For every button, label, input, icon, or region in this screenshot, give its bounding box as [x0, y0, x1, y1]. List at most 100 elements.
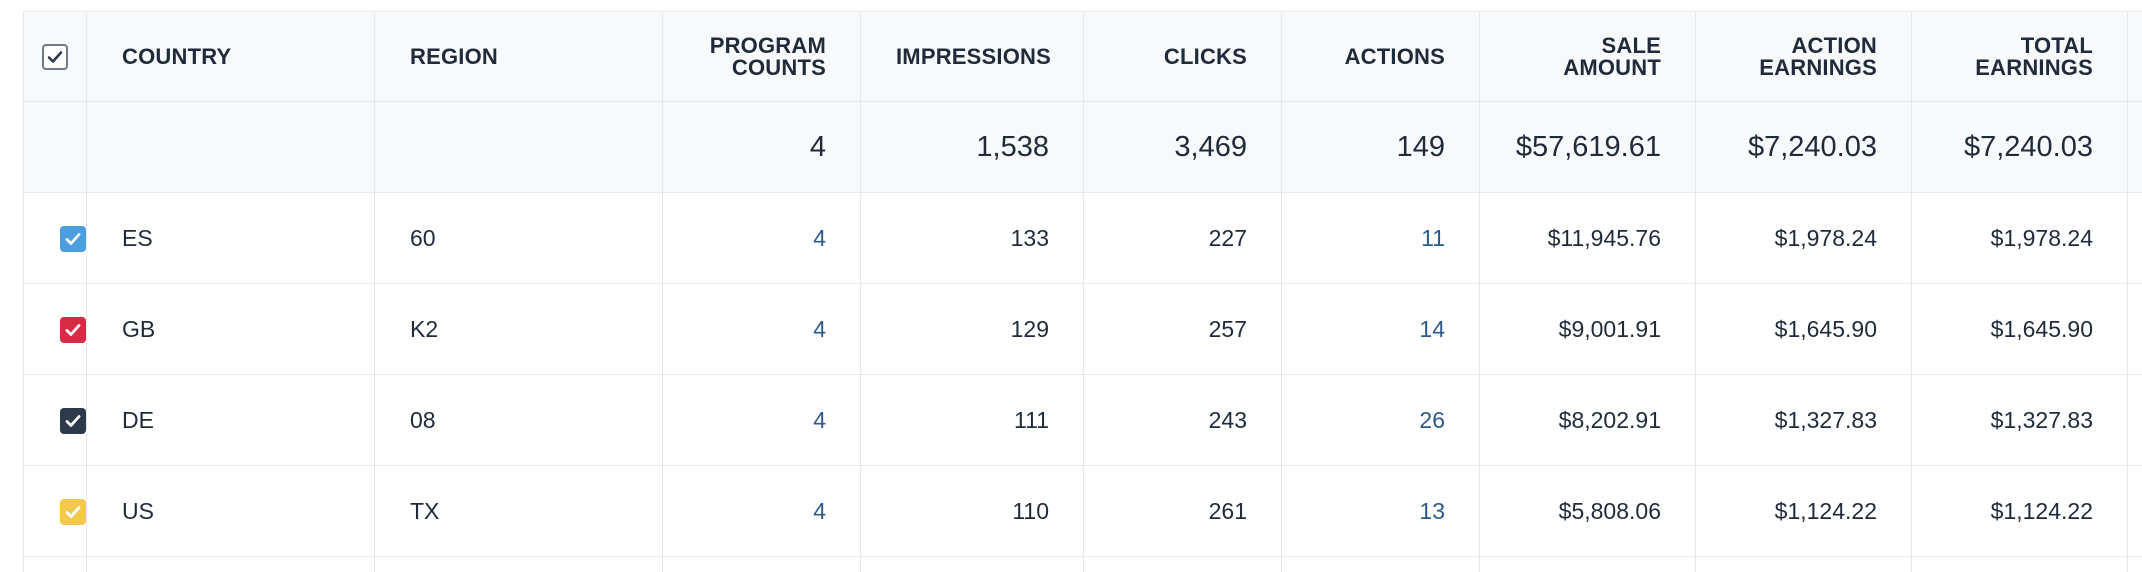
totals-overflow: [2127, 101, 2142, 193]
cell-country: GB: [86, 283, 375, 375]
cell-action-earnings: $1,124.22: [1695, 465, 1912, 557]
totals-program-counts: 4: [662, 101, 861, 193]
table-row: DE 08 4 111 243 26 $8,202.91 $1,327.83 $1,327.83: [23, 374, 2142, 466]
totals-country: [86, 101, 375, 193]
checkmark-icon: [65, 415, 81, 427]
checkmark-icon: [65, 506, 81, 518]
table-row-partial: [23, 556, 2142, 572]
row-checkbox-cell: [23, 374, 87, 466]
select-all-cell: [23, 11, 87, 102]
column-header-country[interactable]: COUNTRY: [86, 11, 375, 102]
row-overflow-cell: [2127, 374, 2142, 466]
cell-actions[interactable]: 13: [1281, 465, 1480, 557]
row-checkbox-cell: [23, 192, 87, 284]
row-overflow-cell: [2127, 283, 2142, 375]
table-row: GB K2 4 129 257 14 $9,001.91 $1,645.90 $1,645.90: [23, 283, 2142, 375]
cell-program-counts[interactable]: 4: [662, 374, 861, 466]
cell-impressions: 133: [860, 192, 1084, 284]
cell-actions[interactable]: 14: [1281, 283, 1480, 375]
totals-total-earnings: $7,240.03: [1911, 101, 2128, 193]
cell-clicks: 257: [1083, 283, 1282, 375]
cell-actions[interactable]: 11: [1281, 192, 1480, 284]
row-checkbox[interactable]: [60, 407, 86, 434]
table-row: US TX 4 110 261 13 $5,808.06 $1,124.22 $1,124.22: [23, 465, 2142, 557]
cell-actions[interactable]: 26: [1281, 374, 1480, 466]
table-header-row: COUNTRY REGION PROGRAM COUNTS IMPRESSION…: [23, 11, 2142, 102]
select-all-checkbox[interactable]: [42, 43, 68, 70]
checkmark-icon: [65, 233, 81, 245]
report-table: COUNTRY REGION PROGRAM COUNTS IMPRESSION…: [23, 11, 2142, 572]
column-header-action-earnings[interactable]: ACTION EARNINGS: [1695, 11, 1912, 102]
cell-program-counts-link[interactable]: 4: [813, 224, 826, 251]
totals-impressions: 1,538: [860, 101, 1084, 193]
totals-sale-amount: $57,619.61: [1479, 101, 1696, 193]
cell-actions-link[interactable]: 14: [1419, 315, 1445, 342]
cell-program-counts-link[interactable]: 4: [813, 406, 826, 433]
cell-program-counts-link[interactable]: 4: [813, 497, 826, 524]
column-header-program-counts[interactable]: PROGRAM COUNTS: [662, 11, 861, 102]
cell-program-counts[interactable]: 4: [662, 283, 861, 375]
report-table-container: COUNTRY REGION PROGRAM COUNTS IMPRESSION…: [23, 11, 2142, 572]
column-header-overflow: [2127, 11, 2142, 102]
column-header-region[interactable]: REGION: [374, 11, 663, 102]
cell-action-earnings: $1,327.83: [1695, 374, 1912, 466]
cell-impressions: 110: [860, 465, 1084, 557]
column-header-clicks[interactable]: CLICKS: [1083, 11, 1282, 102]
partial-cell: [1479, 556, 1696, 572]
cell-action-earnings: $1,978.24: [1695, 192, 1912, 284]
cell-clicks: 261: [1083, 465, 1282, 557]
cell-country: ES: [86, 192, 375, 284]
column-header-total-earnings[interactable]: TOTAL EARNINGS: [1911, 11, 2128, 102]
partial-cell: [374, 556, 663, 572]
partial-cell: [2127, 556, 2142, 572]
partial-cell: [1695, 556, 1912, 572]
row-checkbox[interactable]: [60, 316, 86, 343]
checkmark-icon: [47, 50, 63, 63]
cell-program-counts[interactable]: 4: [662, 465, 861, 557]
row-checkbox[interactable]: [60, 225, 86, 252]
cell-sale-amount: $8,202.91: [1479, 374, 1696, 466]
cell-region: TX: [374, 465, 663, 557]
cell-actions-link[interactable]: 13: [1419, 497, 1445, 524]
cell-program-counts-link[interactable]: 4: [813, 315, 826, 342]
cell-actions-link[interactable]: 26: [1419, 406, 1445, 433]
cell-program-counts[interactable]: 4: [662, 192, 861, 284]
totals-region: [374, 101, 663, 193]
row-checkbox-cell: [23, 465, 87, 557]
cell-total-earnings: $1,645.90: [1911, 283, 2128, 375]
partial-cell: [860, 556, 1084, 572]
row-checkbox[interactable]: [60, 498, 86, 525]
totals-action-earnings: $7,240.03: [1695, 101, 1912, 193]
row-checkbox-cell: [23, 283, 87, 375]
column-header-sale-amount[interactable]: SALE AMOUNT: [1479, 11, 1696, 102]
totals-actions: 149: [1281, 101, 1480, 193]
cell-action-earnings: $1,645.90: [1695, 283, 1912, 375]
cell-actions-link[interactable]: 11: [1421, 224, 1445, 251]
cell-region: 08: [374, 374, 663, 466]
partial-cell: [1083, 556, 1282, 572]
cell-clicks: 227: [1083, 192, 1282, 284]
totals-check-cell: [23, 101, 87, 193]
partial-cell: [1911, 556, 2128, 572]
cell-total-earnings: $1,124.22: [1911, 465, 2128, 557]
cell-total-earnings: $1,327.83: [1911, 374, 2128, 466]
partial-cell: [86, 556, 375, 572]
cell-impressions: 129: [860, 283, 1084, 375]
cell-country: US: [86, 465, 375, 557]
checkmark-icon: [65, 324, 81, 336]
cell-clicks: 243: [1083, 374, 1282, 466]
totals-row: 4 1,538 3,469 149 $57,619.61 $7,240.03 $…: [23, 101, 2142, 193]
column-header-actions[interactable]: ACTIONS: [1281, 11, 1480, 102]
cell-total-earnings: $1,978.24: [1911, 192, 2128, 284]
partial-cell: [662, 556, 861, 572]
column-header-impressions[interactable]: IMPRESSIONS: [860, 11, 1084, 102]
row-overflow-cell: [2127, 465, 2142, 557]
cell-country: DE: [86, 374, 375, 466]
totals-clicks: 3,469: [1083, 101, 1282, 193]
partial-cell: [1281, 556, 1480, 572]
cell-region: 60: [374, 192, 663, 284]
cell-region: K2: [374, 283, 663, 375]
cell-sale-amount: $5,808.06: [1479, 465, 1696, 557]
partial-cell: [23, 556, 87, 572]
cell-impressions: 111: [860, 374, 1084, 466]
